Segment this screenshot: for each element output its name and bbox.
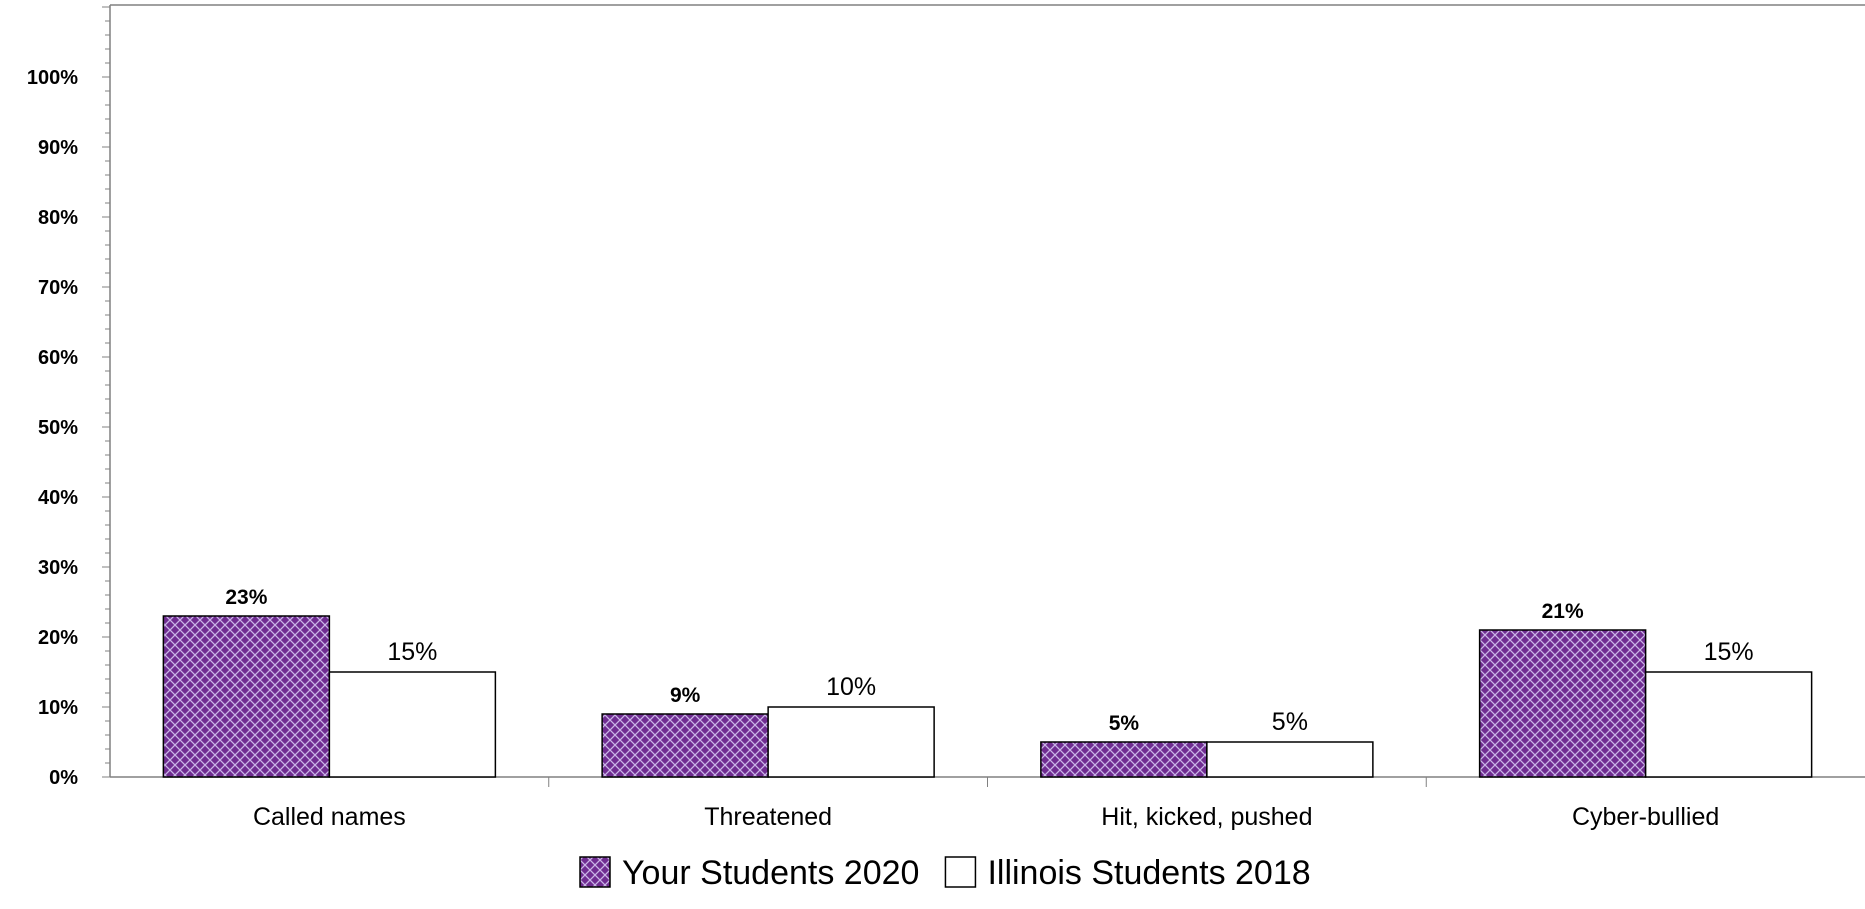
x-tick-label: Cyber-bullied xyxy=(1572,803,1719,831)
y-tick-label: 70% xyxy=(38,277,78,299)
y-tick-label: 30% xyxy=(38,557,78,579)
y-tick-label: 40% xyxy=(38,487,78,509)
y-tick-label: 100% xyxy=(27,67,78,89)
data-label: 10% xyxy=(826,673,876,701)
bar-illinois-students xyxy=(1206,741,1374,778)
data-label: 9% xyxy=(670,684,701,707)
bar-your-students xyxy=(162,615,331,778)
data-label: 15% xyxy=(387,638,437,666)
y-tick-label: 50% xyxy=(38,417,78,439)
x-tick-label: Threatened xyxy=(704,803,832,831)
x-tick-label: Called names xyxy=(253,803,406,831)
y-tick-label: 60% xyxy=(38,347,78,369)
legend-swatch xyxy=(944,856,977,888)
y-tick-label: 80% xyxy=(38,207,78,229)
x-tick-label: Hit, kicked, pushed xyxy=(1101,803,1312,831)
y-tick-label: 90% xyxy=(38,137,78,159)
bar-illinois-students xyxy=(767,706,935,778)
y-tick-label: 10% xyxy=(38,697,78,719)
data-label: 23% xyxy=(225,586,267,609)
bar-your-students xyxy=(601,713,769,778)
data-label: 5% xyxy=(1272,708,1308,736)
y-tick-label: 20% xyxy=(38,627,78,649)
bar-illinois-students xyxy=(1644,671,1813,778)
bar-your-students xyxy=(1478,629,1647,778)
bar-illinois-students xyxy=(328,671,497,778)
legend-label: Illinois Students 2018 xyxy=(987,854,1310,892)
y-tick-label: 0% xyxy=(49,767,78,789)
bar-your-students xyxy=(1040,741,1208,778)
data-label: 15% xyxy=(1704,638,1754,666)
legend-swatch xyxy=(579,856,611,888)
legend-label: Your Students 2020 xyxy=(622,854,919,892)
data-label: 21% xyxy=(1542,600,1584,623)
data-label: 5% xyxy=(1109,712,1140,735)
